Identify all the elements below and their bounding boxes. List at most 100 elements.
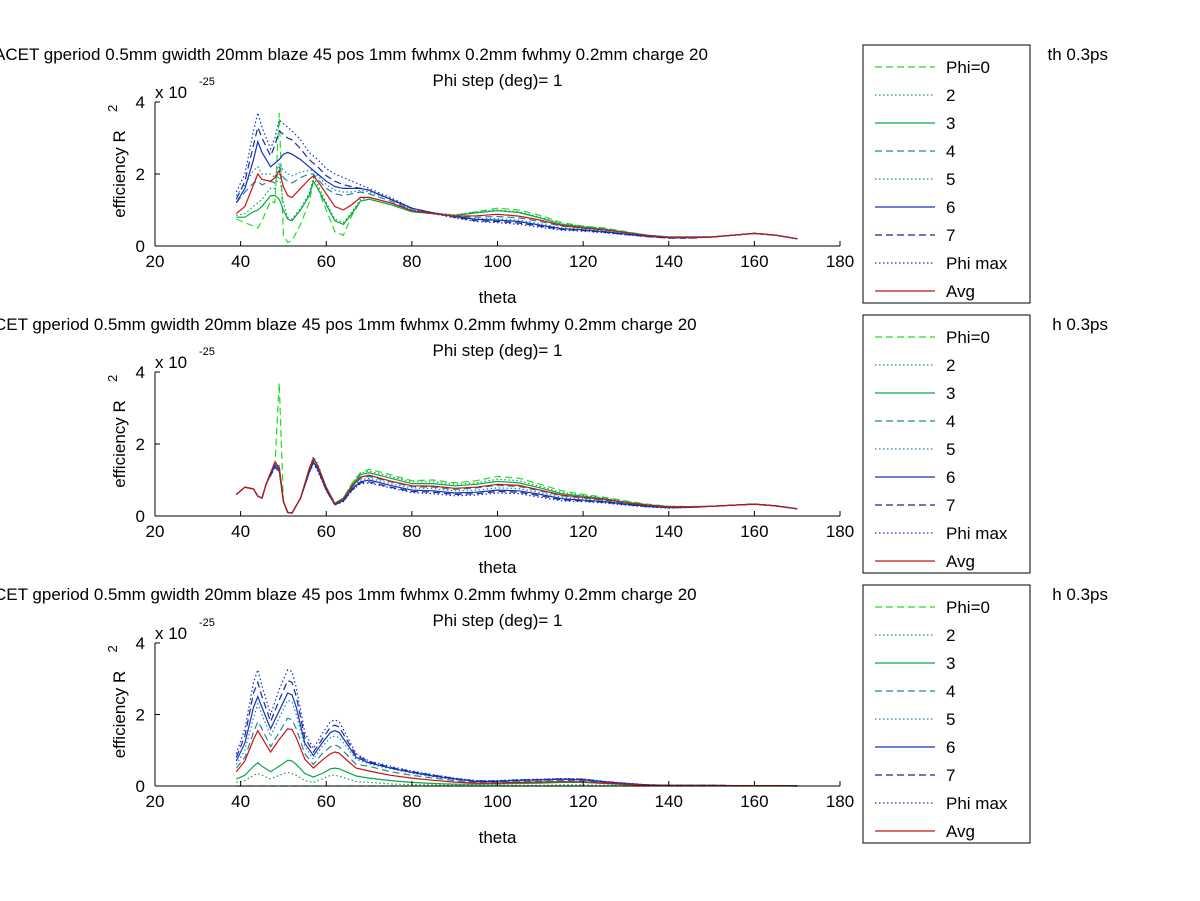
series-line-4 — [235, 164, 798, 240]
x-tick-label: 20 — [146, 792, 165, 811]
chart-panel-2: CET gperiod 0.5mm gwidth 20mm blaze 45 p… — [0, 314, 1108, 577]
legend-label: 2 — [946, 86, 955, 105]
x-tick-label: 80 — [402, 522, 421, 541]
y-axis-label-sup: 2 — [105, 105, 120, 112]
x-tick-label: 20 — [146, 522, 165, 541]
series-line-4 — [235, 458, 798, 514]
chart-title-right: h 0.3ps — [1052, 315, 1108, 334]
chart-subtitle: Phi step (deg)= 1 — [433, 71, 563, 90]
x-tick-label: 20 — [146, 252, 165, 271]
y-tick-label: 2 — [136, 435, 145, 454]
series-line-1 — [235, 382, 798, 514]
y-exponent: -25 — [199, 346, 215, 358]
y-tick-label: 4 — [136, 93, 145, 112]
legend-label: 7 — [946, 496, 955, 515]
x-tick-label: 120 — [569, 792, 597, 811]
legend: Phi=0 2 3 4 5 6 7 Phi max Avg — [862, 44, 1031, 304]
series-line-9 — [235, 728, 798, 787]
x-tick-label: 140 — [655, 792, 683, 811]
legend: Phi=0 2 3 4 5 6 7 Phi max Avg — [862, 314, 1031, 574]
y-tick-label: 2 — [136, 706, 145, 725]
series-line-5 — [235, 161, 798, 240]
y-tick-label: 0 — [136, 237, 145, 256]
legend-label: 5 — [946, 710, 955, 729]
y-axis-label-group: efficiency R 2 — [105, 645, 129, 758]
legend-label: Avg — [946, 552, 975, 571]
x-tick-label: 140 — [655, 252, 683, 271]
series-line-7 — [235, 679, 798, 787]
series-line-6 — [235, 139, 798, 240]
legend-label: 2 — [946, 356, 955, 375]
x-tick-label: 160 — [740, 252, 768, 271]
y-tick-label: 4 — [136, 363, 145, 382]
y-tick-label: 4 — [136, 634, 145, 653]
legend-label: Avg — [946, 822, 975, 841]
chart-title-left: CET gperiod 0.5mm gwidth 20mm blaze 45 p… — [0, 315, 697, 334]
x-tick-label: 100 — [483, 252, 511, 271]
x-axis-label: theta — [479, 288, 517, 307]
y-exponent-base: x 10 — [155, 83, 187, 102]
y-axis-label: efficiency R — [110, 671, 129, 759]
legend-box — [862, 44, 1031, 304]
x-tick-label: 140 — [655, 522, 683, 541]
x-tick-label: 60 — [317, 792, 336, 811]
legend-label: Phi=0 — [946, 598, 990, 617]
series-line-7 — [235, 460, 798, 514]
legend-box — [862, 314, 1031, 574]
legend-label: 3 — [946, 654, 955, 673]
x-tick-label: 80 — [402, 792, 421, 811]
y-exponent-base: x 10 — [155, 624, 187, 643]
legend-label: 4 — [946, 142, 955, 161]
series-group — [235, 110, 798, 244]
legend-label: Phi max — [946, 794, 1008, 813]
y-axis-label-sup: 2 — [105, 375, 120, 382]
series-line-5 — [235, 699, 798, 787]
legend-label: 6 — [946, 738, 955, 757]
chart-title-right: h 0.3ps — [1052, 585, 1108, 604]
x-tick-label: 160 — [740, 792, 768, 811]
series-line-8 — [235, 667, 798, 787]
x-tick-label: 180 — [826, 522, 854, 541]
x-tick-label: 40 — [231, 522, 250, 541]
legend-label: 5 — [946, 170, 955, 189]
chart-subtitle: Phi step (deg)= 1 — [433, 341, 563, 360]
chart-title-left: CET gperiod 0.5mm gwidth 20mm blaze 45 p… — [0, 585, 697, 604]
legend-label: 7 — [946, 766, 955, 785]
chart-panel-1: ACET gperiod 0.5mm gwidth 20mm blaze 45 … — [0, 44, 1109, 307]
series-line-9 — [235, 168, 798, 240]
y-axis-label-sup: 2 — [105, 645, 120, 652]
chart-subtitle: Phi step (deg)= 1 — [433, 611, 563, 630]
y-exponent: -25 — [199, 76, 215, 88]
series-line-2 — [236, 173, 798, 240]
legend-label: 4 — [946, 682, 955, 701]
x-tick-label: 100 — [483, 792, 511, 811]
y-axis-label: efficiency R — [110, 400, 129, 488]
series-group — [235, 667, 798, 787]
x-tick-label: 60 — [317, 252, 336, 271]
legend-label: Phi=0 — [946, 328, 990, 347]
series-line-4 — [235, 717, 798, 787]
y-axis-label-group: efficiency R 2 — [105, 375, 129, 488]
y-exponent: -25 — [199, 617, 215, 629]
legend-box — [862, 584, 1031, 844]
legend-label: 5 — [946, 440, 955, 459]
x-tick-label: 180 — [826, 792, 854, 811]
y-tick-label: 2 — [136, 165, 145, 184]
series-line-5 — [235, 458, 798, 514]
chart-panel-3: CET gperiod 0.5mm gwidth 20mm blaze 45 p… — [0, 584, 1108, 847]
y-exponent-base: x 10 — [155, 353, 187, 372]
series-line-6 — [235, 692, 798, 787]
x-tick-label: 60 — [317, 522, 336, 541]
legend-label: 3 — [946, 114, 955, 133]
x-tick-label: 120 — [569, 522, 597, 541]
series-line-8 — [235, 110, 798, 240]
legend-label: Phi=0 — [946, 58, 990, 77]
chart-title-right: th 0.3ps — [1048, 45, 1109, 64]
x-tick-label: 80 — [402, 252, 421, 271]
chart-title-left: ACET gperiod 0.5mm gwidth 20mm blaze 45 … — [0, 45, 708, 64]
x-tick-label: 120 — [569, 252, 597, 271]
y-axis-label: efficiency R — [110, 130, 129, 218]
x-tick-label: 100 — [483, 522, 511, 541]
y-tick-label: 0 — [136, 507, 145, 526]
